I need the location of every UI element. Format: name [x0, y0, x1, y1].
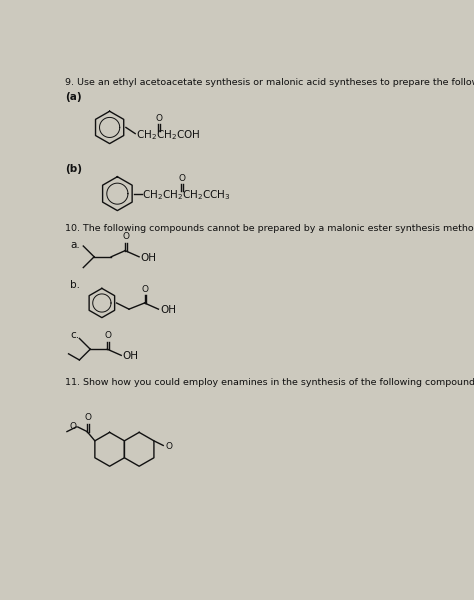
Text: b.: b. — [70, 280, 80, 290]
Text: (a): (a) — [64, 92, 82, 102]
Text: O: O — [84, 413, 91, 422]
Text: O: O — [155, 114, 162, 123]
Text: 10. The following compounds cannot be prepared by a malonic ester synthesis meth: 10. The following compounds cannot be pr… — [64, 224, 474, 233]
Text: (b): (b) — [64, 164, 82, 175]
Text: 9. Use an ethyl acetoacetate synthesis or malonic acid syntheses to prepare the : 9. Use an ethyl acetoacetate synthesis o… — [64, 78, 474, 87]
Text: CH$_2$CH$_2$CH$_2$CCH$_3$: CH$_2$CH$_2$CH$_2$CCH$_3$ — [142, 188, 231, 202]
Text: O: O — [105, 331, 112, 340]
Text: O: O — [123, 232, 129, 241]
Text: 11. Show how you could employ enamines in the synthesis of the following compoun: 11. Show how you could employ enamines i… — [64, 379, 474, 388]
Text: OH: OH — [141, 253, 156, 263]
Text: CH$_2$CH$_2$COH: CH$_2$CH$_2$COH — [136, 128, 201, 142]
Text: O: O — [142, 285, 149, 294]
Text: O: O — [165, 442, 173, 451]
Text: OH: OH — [123, 351, 139, 361]
Text: OH: OH — [160, 305, 176, 315]
Text: a.: a. — [70, 240, 80, 250]
Text: c.: c. — [70, 330, 79, 340]
Text: O: O — [69, 422, 76, 431]
Text: O: O — [178, 174, 185, 183]
